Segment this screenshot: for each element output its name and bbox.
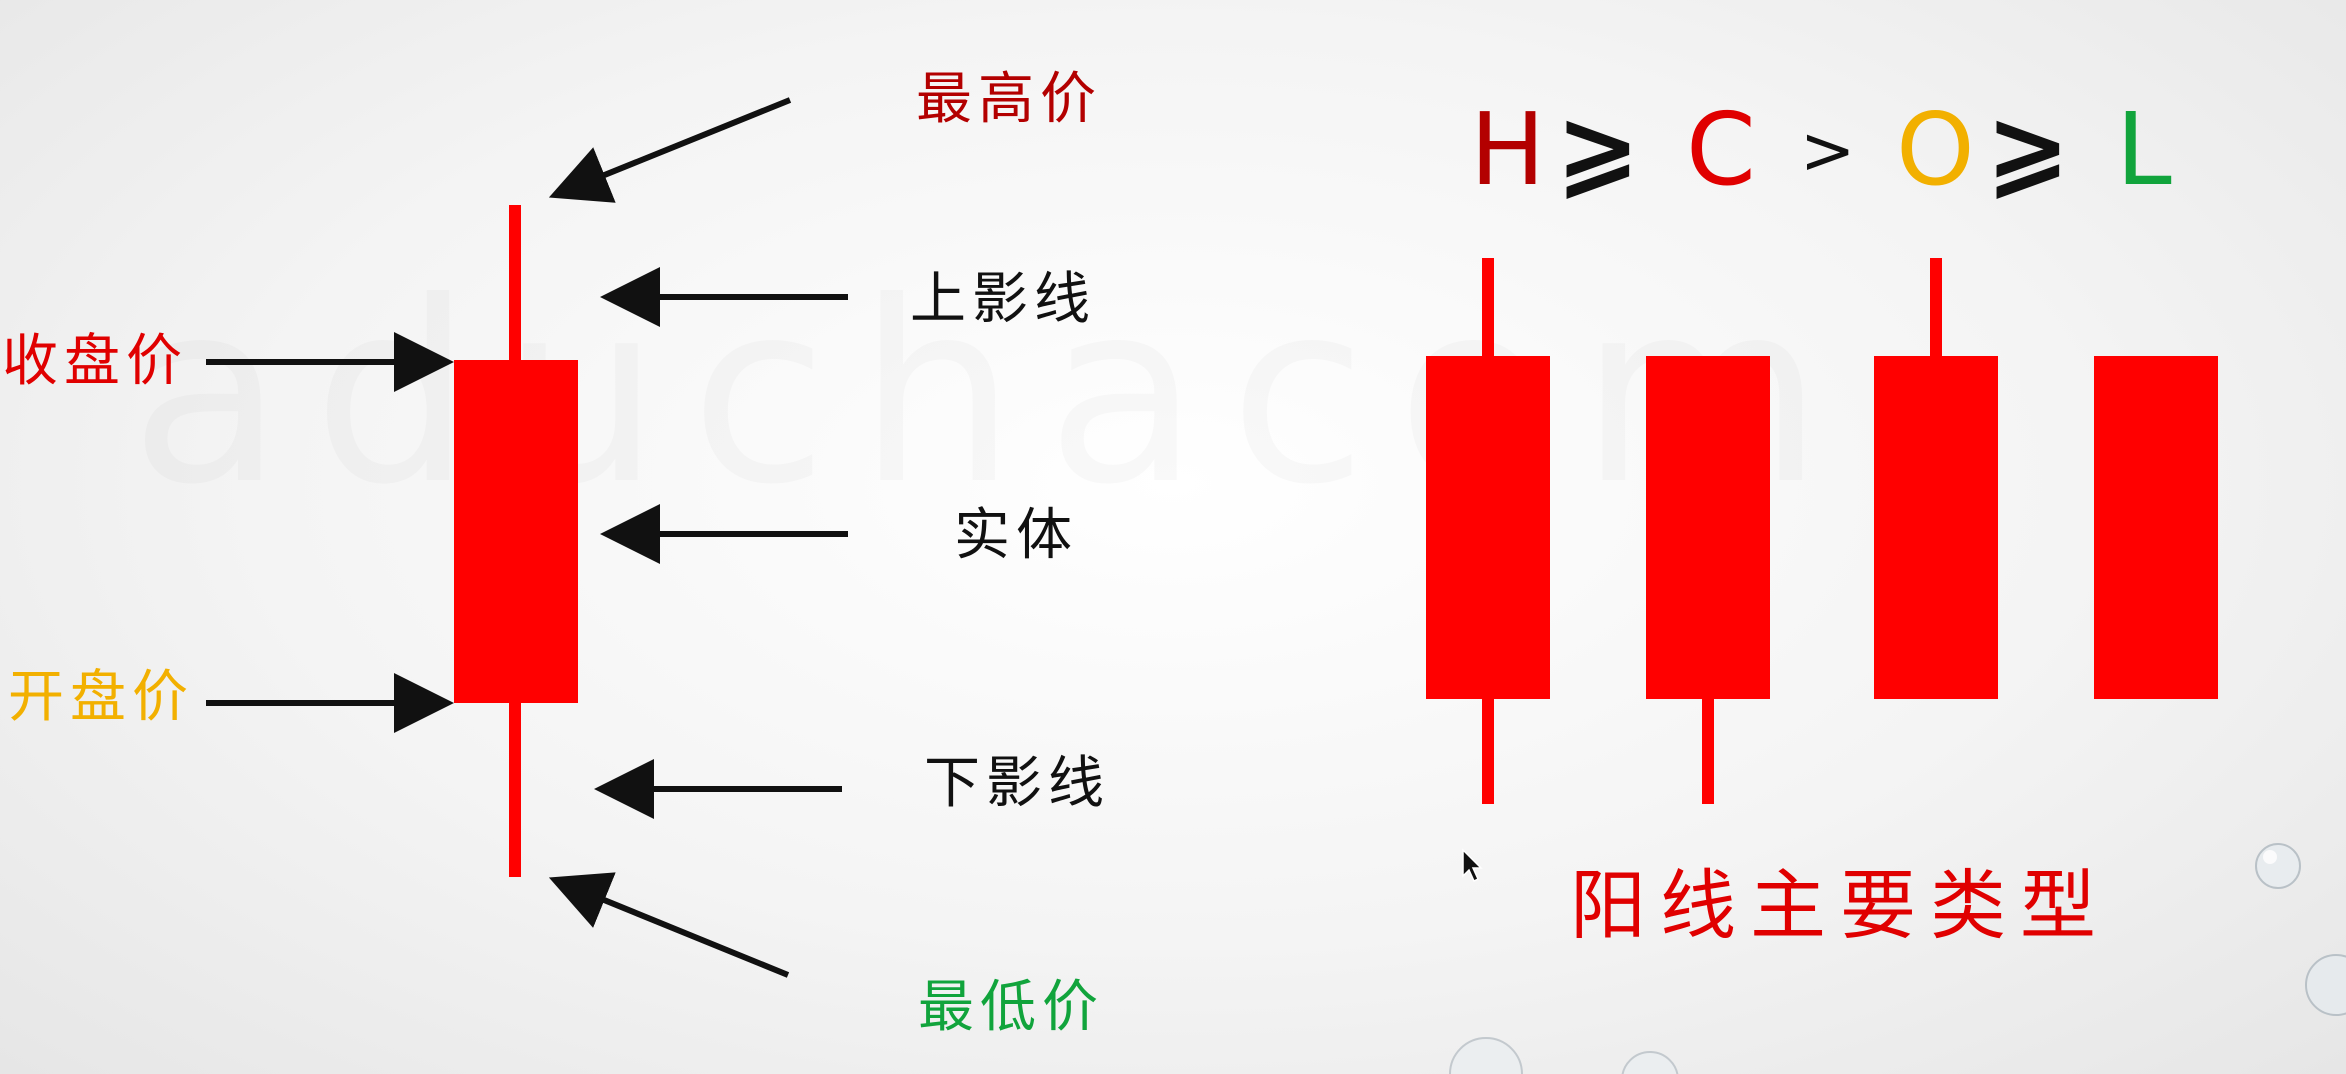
formula-h: H <box>1470 91 1546 208</box>
candle-type-3-body <box>1874 356 1998 699</box>
arrow-low <box>548 872 790 978</box>
open-price-label: 开盘价 <box>8 665 194 730</box>
candle-type-4-body <box>2094 356 2218 699</box>
formula-o: O <box>1896 91 1975 208</box>
anatomy-body <box>454 360 578 703</box>
droplet-icon <box>1621 1051 1679 1074</box>
anatomy-lower-shadow <box>509 700 521 877</box>
formula-op-gte-1: ⩾ <box>1556 91 1640 208</box>
bullish-types-title: 阳线主要类型 <box>1570 861 2110 950</box>
candle-type-3-upper-shadow <box>1930 258 1942 358</box>
water-droplet-decorations <box>1449 843 2346 1074</box>
candle-type-1 <box>1426 258 1550 804</box>
anatomy-candle <box>454 205 578 877</box>
candle-type-1-body <box>1426 356 1550 699</box>
droplet-icon <box>2263 850 2277 864</box>
candle-type-2 <box>1646 356 1770 804</box>
formula-c: C <box>1686 91 1756 208</box>
droplet-icon <box>1449 1037 1523 1074</box>
high-price-label: 最高价 <box>916 67 1102 132</box>
close-price-label: 收盘价 <box>2 329 188 394</box>
mouse-cursor-icon <box>1462 848 1483 883</box>
low-price-label: 最低价 <box>918 975 1104 1040</box>
candle-type-3 <box>1874 258 1998 699</box>
formula-op-gt: > <box>1800 112 1856 189</box>
droplet-icon <box>2255 843 2301 889</box>
formula-op-gte-2: ⩾ <box>1986 91 2070 208</box>
candle-type-1-upper-shadow <box>1482 258 1494 358</box>
candle-type-1-lower-shadow <box>1482 697 1494 804</box>
formula-l: L <box>2116 91 2172 208</box>
droplet-icon <box>2305 954 2346 1016</box>
anatomy-upper-shadow <box>509 205 521 363</box>
arrow-high <box>548 97 792 203</box>
lower-shadow-label: 下影线 <box>924 751 1110 816</box>
body-label: 实体 <box>954 503 1078 568</box>
candle-type-2-body <box>1646 356 1770 699</box>
arrows <box>206 97 848 978</box>
upper-shadow-label: 上影线 <box>910 267 1096 332</box>
candle-type-2-lower-shadow <box>1702 697 1714 804</box>
candle-types <box>1426 258 2218 804</box>
candle-type-4 <box>2094 356 2218 699</box>
